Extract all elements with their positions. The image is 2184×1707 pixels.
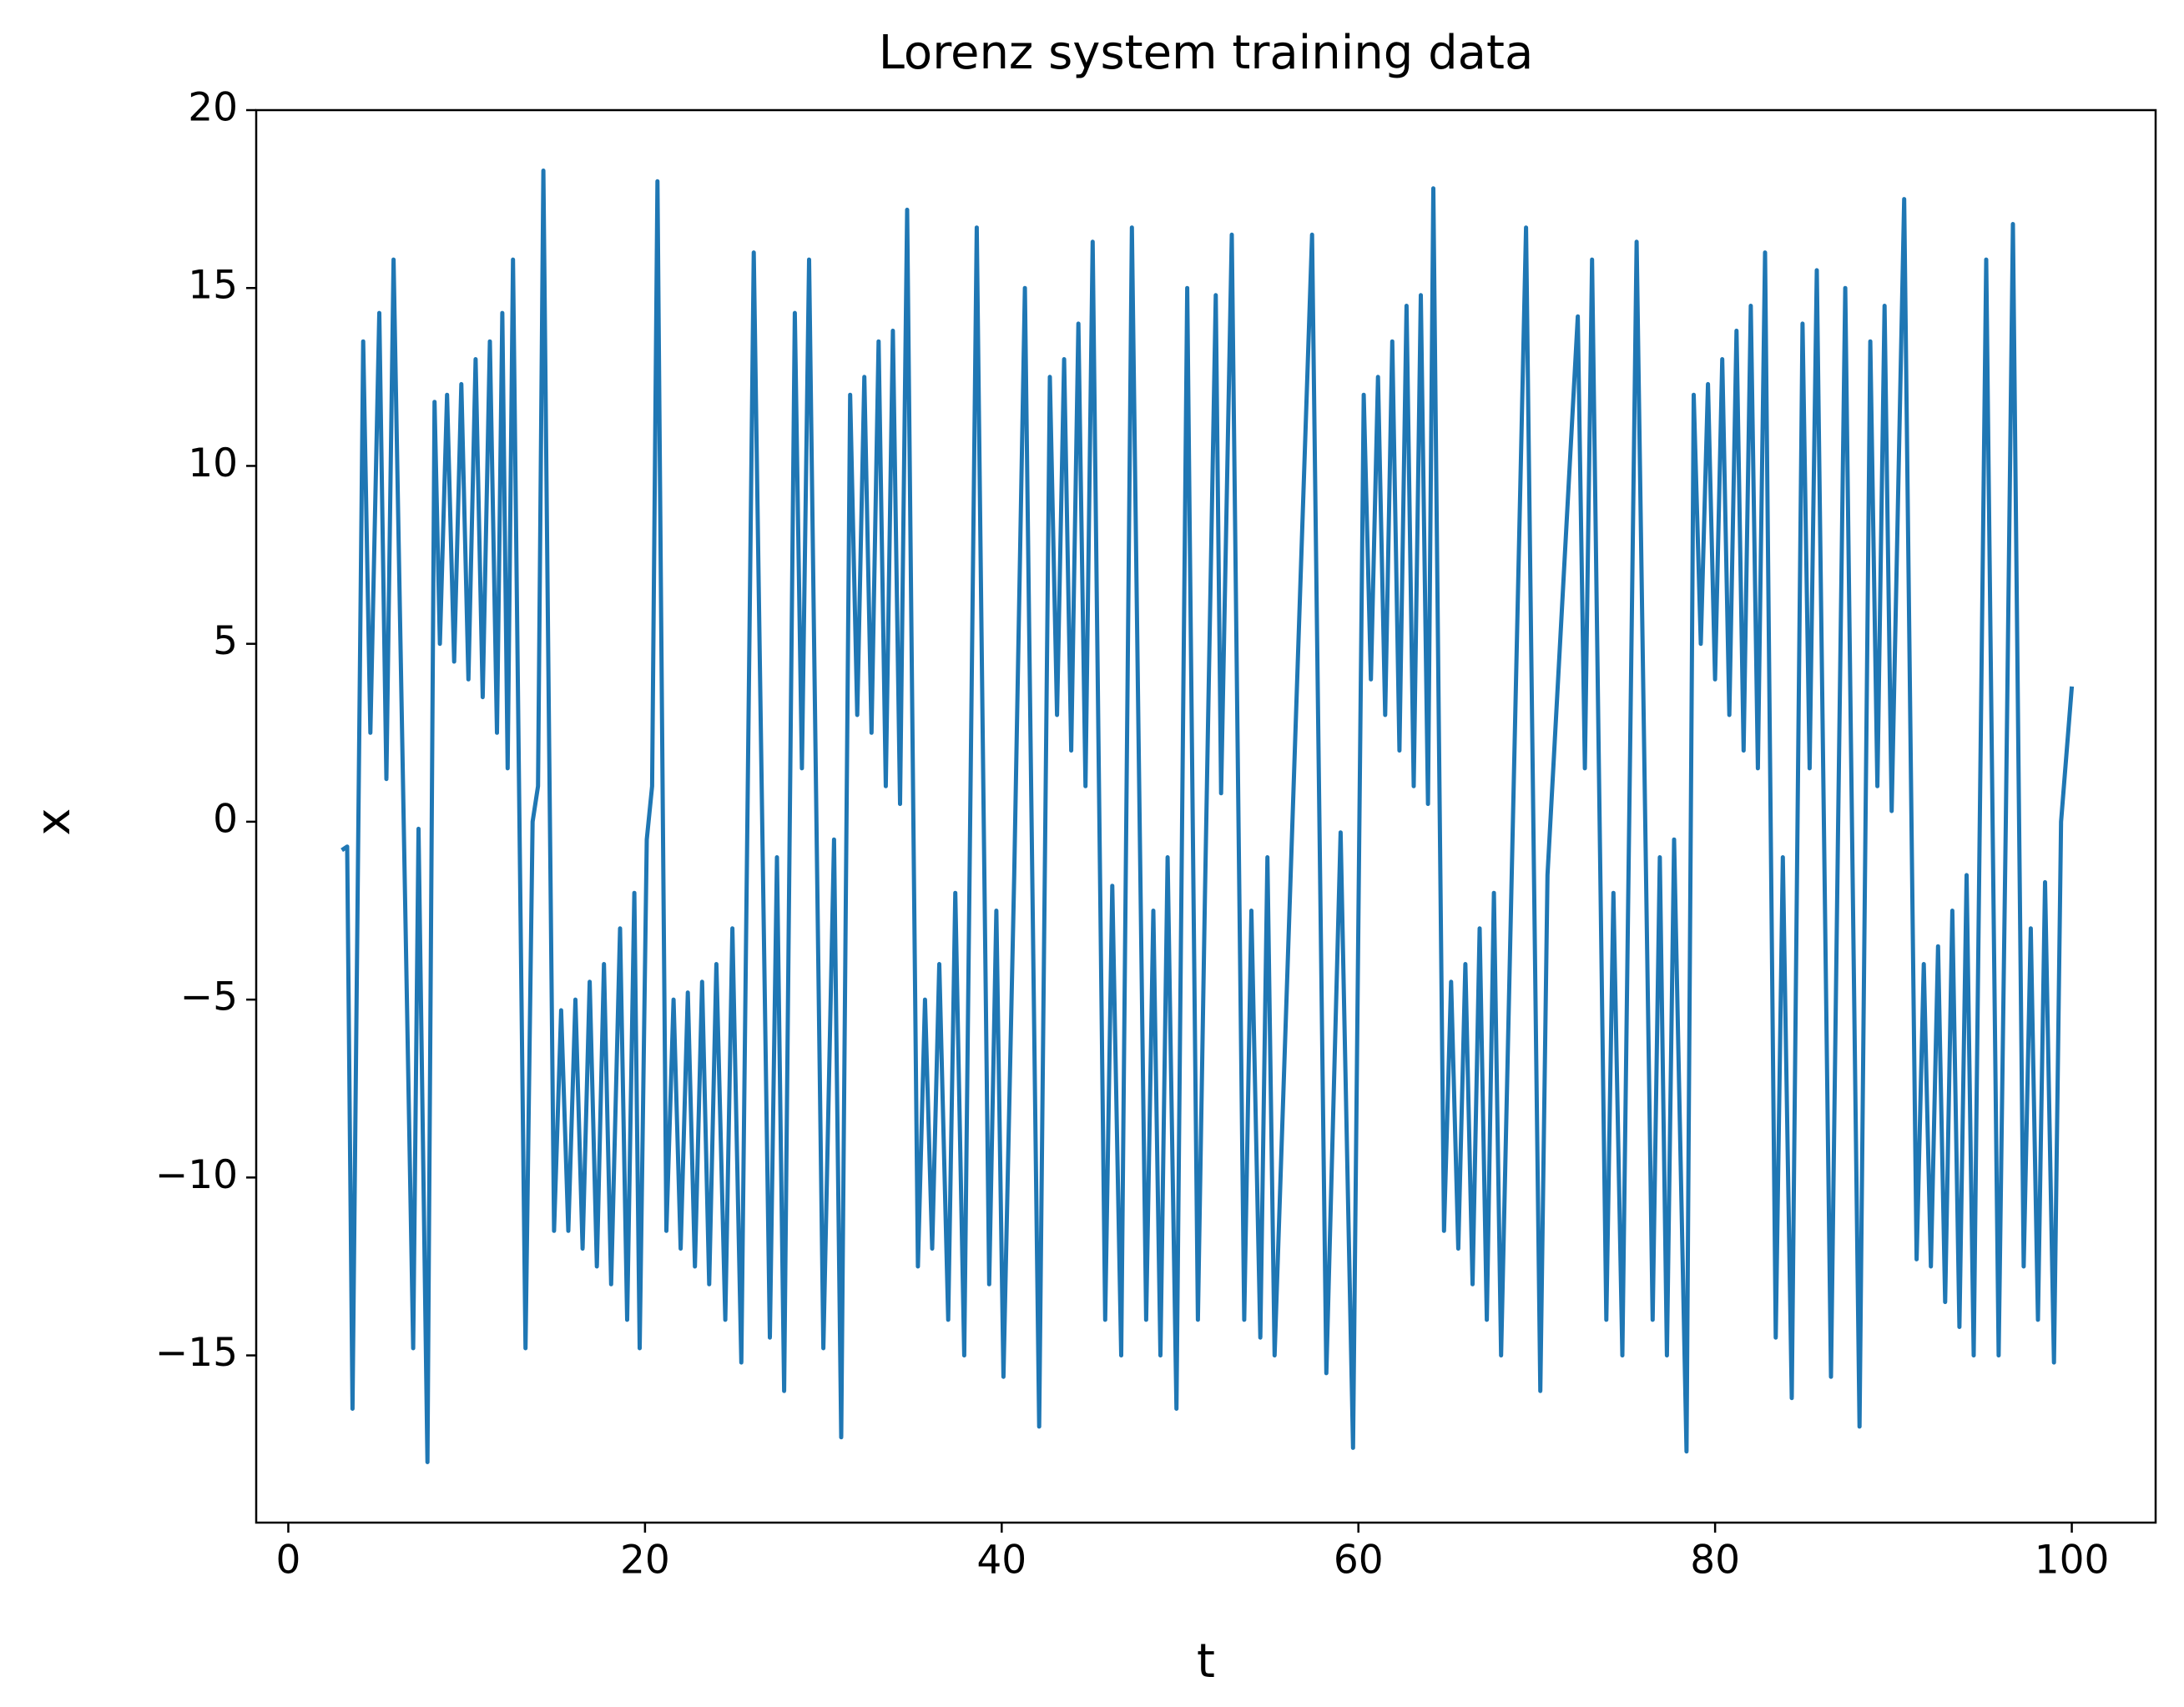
- y-tick-label: 10: [188, 441, 238, 486]
- y-tick-label: 15: [188, 263, 238, 309]
- y-tick-label: 0: [213, 796, 238, 842]
- y-tick-label: −5: [180, 974, 238, 1020]
- x-tick-label: 20: [620, 1538, 670, 1584]
- x-axis-label: t: [1197, 1634, 1215, 1689]
- x-tick-label: 80: [1690, 1538, 1740, 1584]
- x-tick-label: 60: [1334, 1538, 1384, 1584]
- x-tick-label: 40: [976, 1538, 1026, 1584]
- chart-title: Lorenz system training data: [879, 26, 1534, 80]
- data-line: [340, 169, 2075, 1464]
- y-tick-label: 20: [188, 85, 238, 131]
- y-tick-label: −15: [155, 1330, 238, 1376]
- x-tick-label: 100: [2035, 1538, 2110, 1584]
- plot-frame: [255, 108, 2157, 1524]
- y-axis-label: x: [27, 808, 81, 835]
- y-tick-label: 5: [213, 618, 238, 664]
- x-tick-label: 0: [276, 1538, 301, 1584]
- y-tick-label: −10: [155, 1152, 238, 1198]
